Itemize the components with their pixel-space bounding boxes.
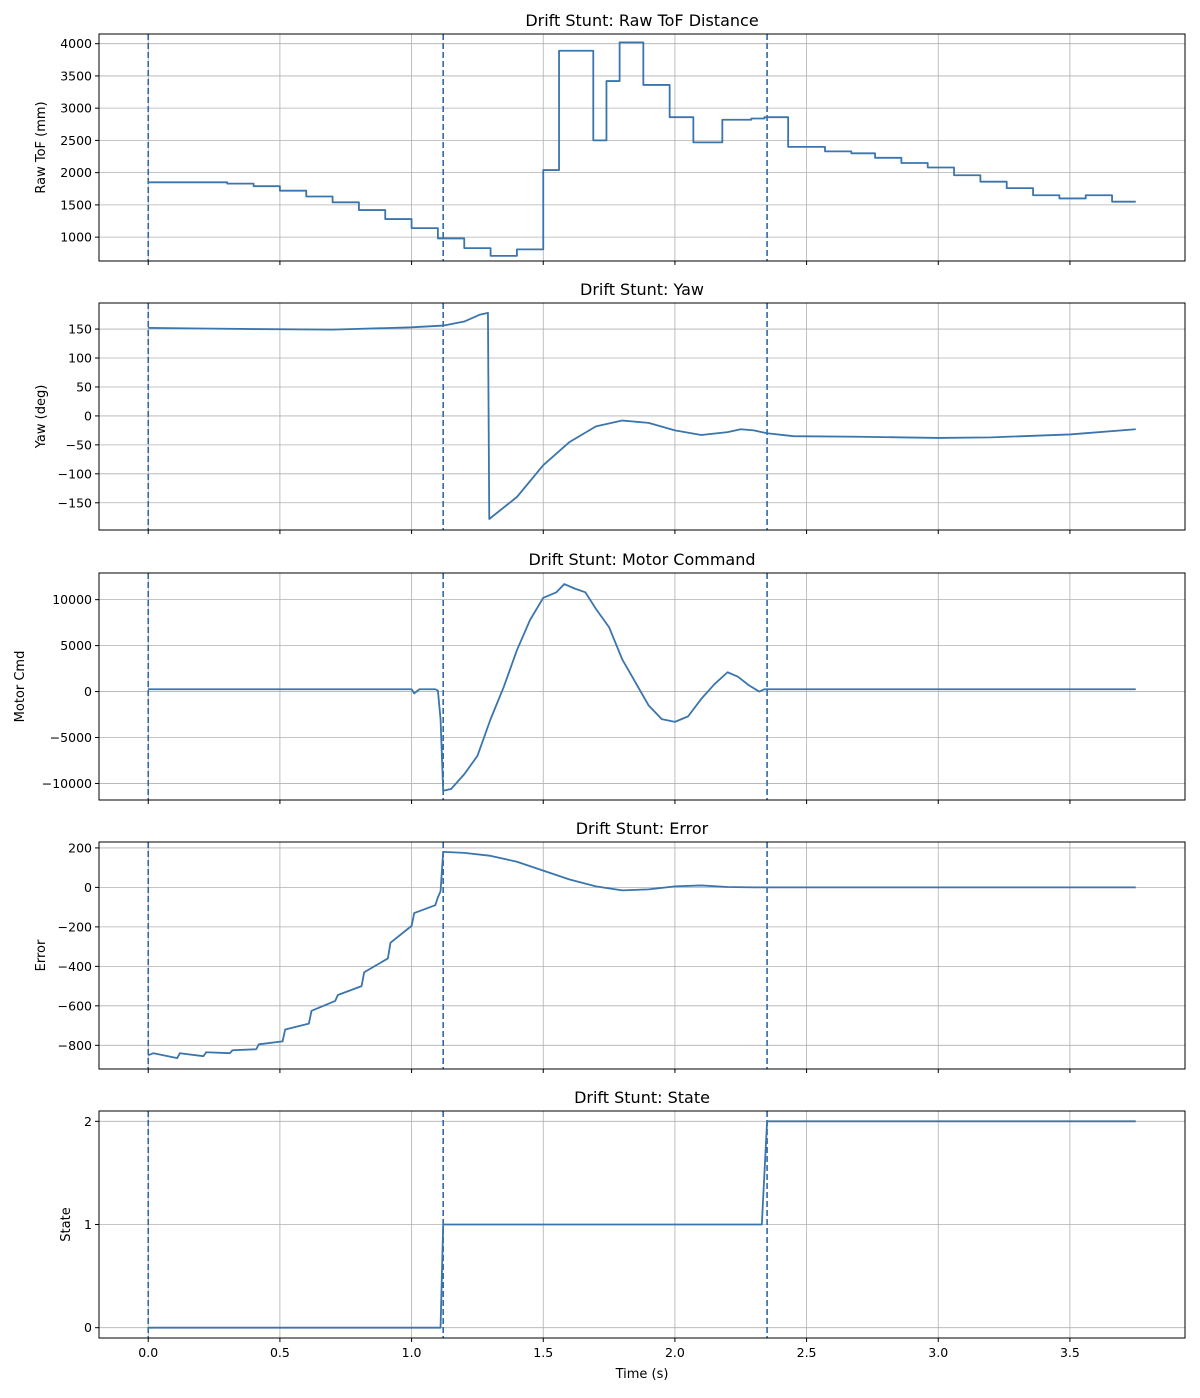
series-line <box>148 1120 1136 1329</box>
x-tick-label: 1.5 <box>533 1345 553 1360</box>
y-tick-label: 150 <box>68 322 92 337</box>
axes-frame <box>98 1110 1186 1339</box>
series-line <box>148 41 1136 257</box>
panel-5: 0 1 2 0.0 0.5 1.0 1.5 2.0 2.5 3.0 3.5 Time (s) Drift… <box>59 1088 1186 1382</box>
y-tick-label: 50 <box>76 379 92 394</box>
y-tick-label: 1 <box>84 1217 92 1232</box>
chart-title: Drift Stunt: Motor Command <box>528 550 755 569</box>
y-tick-label: 200 <box>68 840 92 855</box>
y-axis-label: State <box>59 1207 74 1241</box>
series-line <box>148 311 1136 520</box>
y-axis-label: Raw ToF (mm) <box>34 101 49 193</box>
chart-title: Drift Stunt: Error <box>576 819 709 838</box>
y-tick-label: 0 <box>84 684 92 699</box>
y-tick-label: 2000 <box>60 165 92 180</box>
y-tick-label: −150 <box>58 495 92 510</box>
y-tick-label: 2500 <box>60 133 92 148</box>
chart-title: Drift Stunt: State <box>574 1088 710 1107</box>
y-tick-label: 0 <box>84 880 92 895</box>
x-tick-label: 0.0 <box>138 1345 158 1360</box>
y-tick-label: 1500 <box>60 197 92 212</box>
y-axis-label: Error <box>34 939 49 971</box>
axes-frame <box>98 572 1186 801</box>
y-axis-label: Yaw (deg) <box>34 385 49 450</box>
axes-frame <box>98 302 1186 531</box>
axes-frame <box>98 33 1186 262</box>
y-tick-label: −400 <box>58 959 92 974</box>
x-tick-label: 3.0 <box>928 1345 948 1360</box>
y-tick-label: 2 <box>84 1114 92 1129</box>
y-tick-label: 0 <box>84 1320 92 1335</box>
y-tick-label: −100 <box>58 466 92 481</box>
axes-frame <box>98 841 1186 1070</box>
y-tick-label: 0 <box>84 408 92 423</box>
y-tick-label: −800 <box>58 1038 92 1053</box>
panel-4: −800 −600 −400 −200 0 200 Drift Stunt: Error Er… <box>34 819 1186 1073</box>
chart-title: Drift Stunt: Yaw <box>580 280 704 299</box>
y-tick-label: 1000 <box>60 230 92 245</box>
y-tick-label: 5000 <box>60 638 92 653</box>
x-axis-label: Time (s) <box>615 1367 669 1382</box>
y-tick-label: 100 <box>68 351 92 366</box>
y-tick-label: 4000 <box>60 36 92 51</box>
y-tick-label: 10000 <box>52 592 92 607</box>
panel-3: −10000 −5000 0 5000 10000 Drift Stunt: Motor … <box>13 550 1186 804</box>
x-tick-label: 3.5 <box>1060 1345 1080 1360</box>
y-tick-label: −10000 <box>42 776 92 791</box>
y-tick-label: −50 <box>66 437 92 452</box>
x-tick-label: 1.0 <box>402 1345 422 1360</box>
y-tick-label: −600 <box>58 998 92 1013</box>
y-tick-label: −200 <box>58 919 92 934</box>
y-axis-label: Motor Cmd <box>13 651 28 723</box>
panel-2: −150 −100 −50 0 50 100 150 Drift Stunt: Yaw Yaw … <box>34 280 1186 534</box>
y-tick-label: −5000 <box>50 730 92 745</box>
y-tick-label: 3500 <box>60 68 92 83</box>
x-tick-label: 0.5 <box>270 1345 290 1360</box>
chart-title: Drift Stunt: Raw ToF Distance <box>525 11 758 30</box>
y-tick-label: 3000 <box>60 101 92 116</box>
series-line <box>148 583 1136 792</box>
x-tick-label: 2.5 <box>797 1345 817 1360</box>
x-tick-label: 2.0 <box>665 1345 685 1360</box>
panel-1: 1000 1500 2000 2500 3000 3500 4000 Drift Stunt:… <box>34 11 1186 265</box>
series-line <box>147 850 1136 1060</box>
